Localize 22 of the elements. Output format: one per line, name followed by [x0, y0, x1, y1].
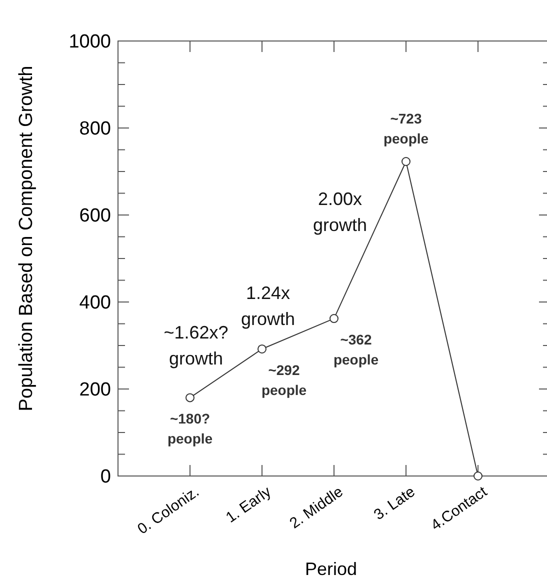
y-tick-label: 600: [79, 206, 111, 227]
annotation: ~1.62x? growth: [164, 322, 228, 368]
data-label: ~723 people: [383, 110, 429, 146]
point: [258, 344, 266, 354]
y-tick-label: 1000: [68, 32, 111, 53]
data-label: ~292 people: [261, 362, 307, 398]
y-axis-title: Population Based on Component Growth: [16, 66, 37, 412]
x-tick-label: 3. Late: [370, 483, 418, 524]
data-label: ~180? people: [167, 410, 213, 447]
x-tick-label: 1. Early: [222, 483, 275, 526]
y-tick-label: 0: [100, 466, 111, 488]
y-tick-label: 800: [79, 118, 111, 140]
x-axis-title: Period: [304, 559, 358, 579]
point: [474, 472, 482, 480]
annotation: 1.24x growth: [240, 282, 296, 329]
point: [402, 156, 410, 166]
y-tick-label: 400: [79, 292, 111, 314]
point: [186, 393, 194, 402]
y-tick-label: 200: [79, 380, 111, 401]
annotation: 2.00x growth: [312, 189, 368, 236]
point: [330, 314, 338, 324]
data-label: ~362 people: [333, 332, 379, 368]
